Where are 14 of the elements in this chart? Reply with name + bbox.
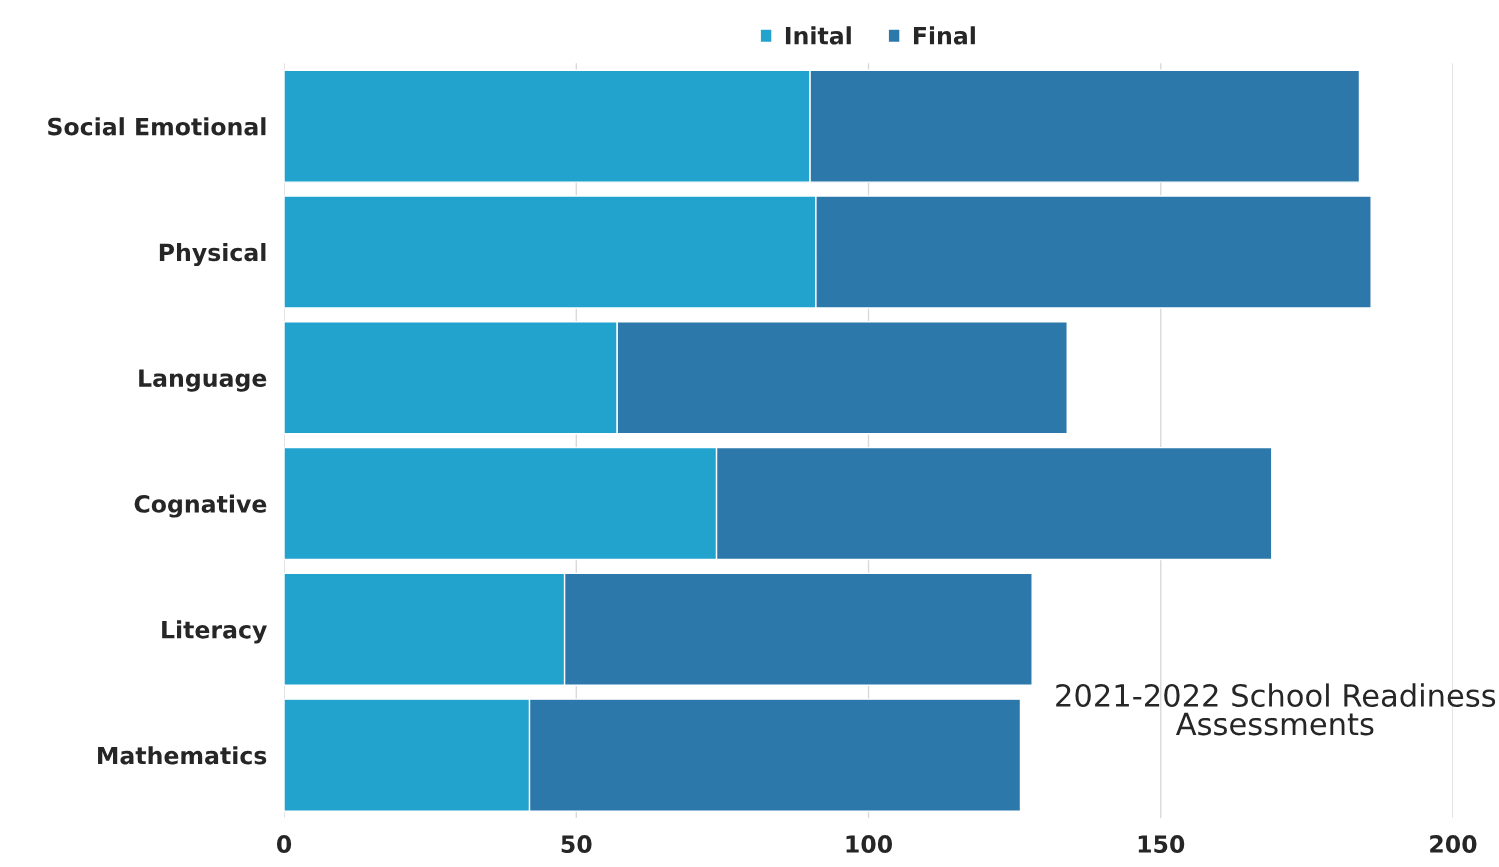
x-tick-label: 150 xyxy=(1138,835,1185,853)
x-tick-label: 0 xyxy=(276,835,292,853)
x-tick-label: 50 xyxy=(561,835,592,853)
y-tick-label: Social Emotional xyxy=(48,117,266,136)
x-tick-label: 100 xyxy=(846,835,893,853)
legend-label: Final xyxy=(913,26,975,45)
y-tick-label: Language xyxy=(139,369,267,392)
x-tick-label: 200 xyxy=(1430,835,1477,853)
text: 2021-2022 School Readiness Assessments xyxy=(1056,683,1496,736)
y-tick-label: Literacy xyxy=(162,620,267,644)
legend-label: Inital xyxy=(785,26,851,45)
y-tick-label: Physical xyxy=(159,243,266,267)
y-tick-label: Cognative xyxy=(134,494,267,518)
y-tick-label: Mathematics xyxy=(98,746,267,765)
